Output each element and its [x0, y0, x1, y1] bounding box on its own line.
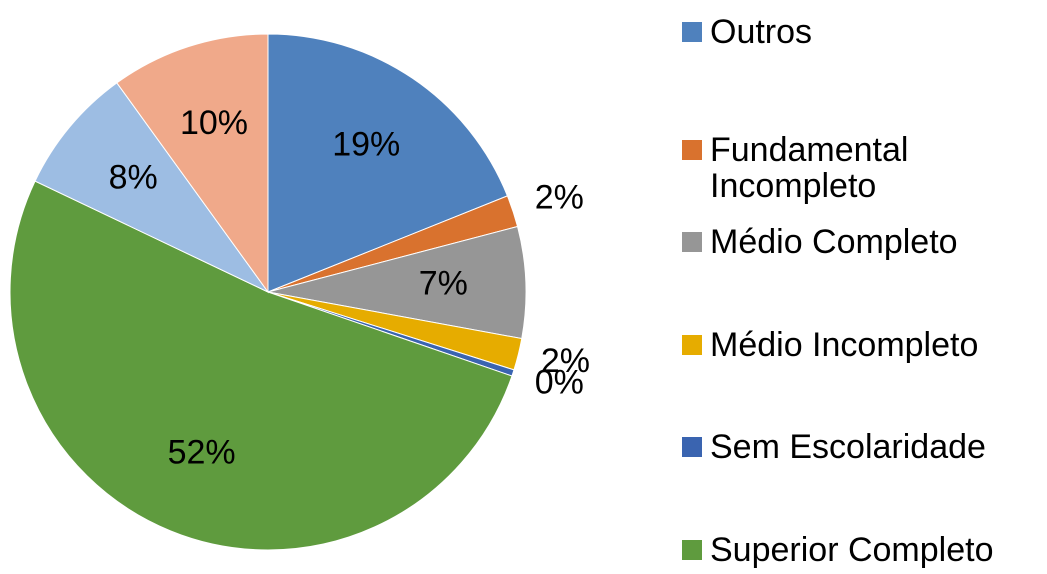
legend-label: Médio Completo — [710, 223, 958, 261]
pie-slice — [267, 33, 509, 293]
pie-slice — [116, 33, 269, 294]
legend-item: Outros — [682, 14, 1032, 50]
legend-swatch — [682, 22, 702, 42]
pie-slice — [9, 180, 513, 551]
legend-item: Sem Escolaridade — [682, 429, 1032, 465]
pie-slice — [267, 225, 527, 340]
legend-label: Fundamental Incompleto — [710, 131, 909, 205]
data-label: 0% — [535, 363, 584, 401]
legend-swatch — [682, 335, 702, 355]
data-label: 19% — [332, 126, 400, 164]
legend-swatch — [682, 232, 702, 252]
legend-label: Sem Escolaridade — [710, 428, 986, 466]
data-label: 10% — [180, 104, 248, 142]
data-label: 52% — [168, 433, 236, 471]
legend-label: Superior Completo — [710, 531, 994, 569]
data-label: 2% — [541, 342, 590, 380]
legend-swatch — [682, 140, 702, 160]
legend-label: Médio Incompleto — [710, 326, 979, 364]
legend-label: Outros — [710, 13, 813, 51]
legend-swatch — [682, 540, 702, 560]
legend-item: Superior Completo — [682, 532, 1032, 568]
legend-item: Médio Incompleto — [682, 327, 1032, 363]
pie-slice — [34, 82, 269, 293]
legend-item: Médio Completo — [682, 224, 1032, 260]
chart: 19%2%7%2%0%52%8%10% — [9, 33, 590, 551]
data-label: 8% — [109, 159, 158, 197]
data-label: 2% — [535, 179, 584, 217]
legend-item: Fundamental Incompleto — [682, 132, 1032, 204]
data-label: 7% — [419, 264, 468, 302]
legend-swatch — [682, 437, 702, 457]
